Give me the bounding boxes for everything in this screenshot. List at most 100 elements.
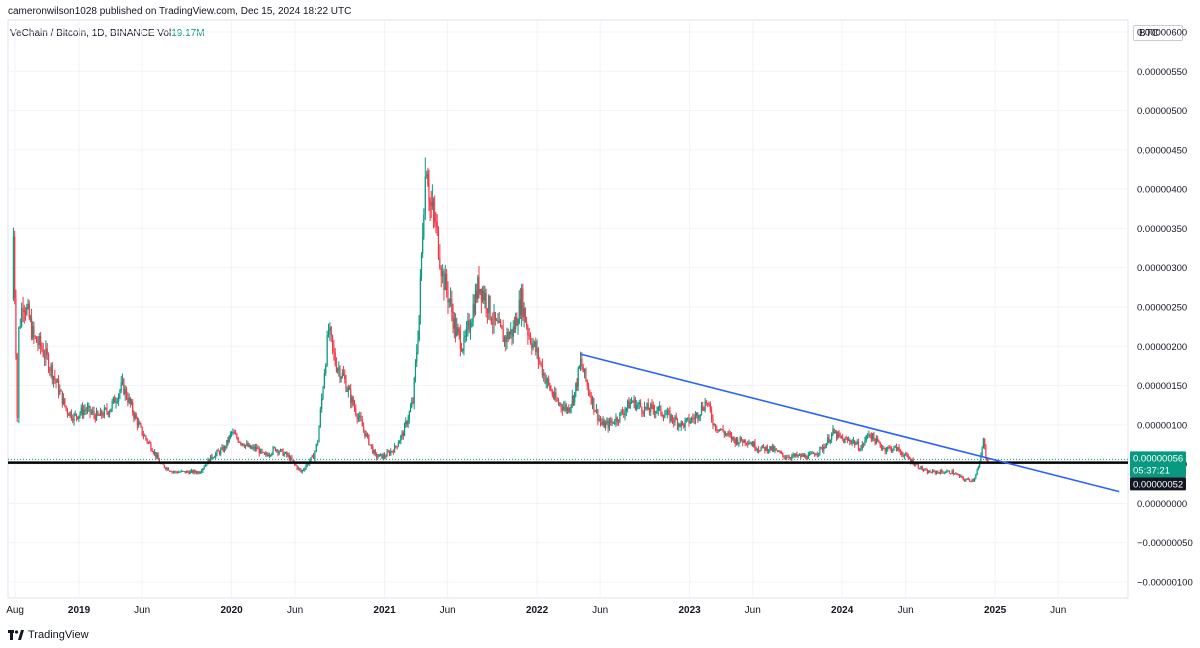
candle-body bbox=[612, 421, 614, 424]
candle-body bbox=[864, 440, 866, 445]
candle-body bbox=[642, 412, 644, 414]
candle-body bbox=[875, 438, 878, 445]
candle-body bbox=[170, 471, 172, 472]
candle-body bbox=[366, 433, 369, 436]
candle-body bbox=[107, 411, 109, 415]
candle-body bbox=[123, 379, 125, 395]
candle-body bbox=[773, 446, 775, 451]
candle-body bbox=[221, 446, 223, 450]
candle-body bbox=[985, 446, 987, 459]
candle-body bbox=[941, 470, 943, 472]
candle-body bbox=[786, 457, 788, 459]
candle-body bbox=[860, 448, 862, 451]
candle-body bbox=[174, 471, 176, 473]
candle-body bbox=[512, 326, 514, 337]
candle-body bbox=[971, 479, 973, 482]
candle-body bbox=[556, 400, 558, 402]
candle-body bbox=[183, 471, 185, 472]
candle-body bbox=[356, 414, 358, 420]
candle-body bbox=[778, 451, 780, 453]
candle-body bbox=[218, 451, 221, 454]
published-header: cameronwilson1028 published on TradingVi… bbox=[8, 6, 352, 17]
candle-body bbox=[519, 299, 522, 316]
tradingview-logo-icon bbox=[8, 630, 24, 640]
candle-body bbox=[365, 433, 367, 437]
candle-body bbox=[637, 404, 639, 405]
candle-body bbox=[796, 453, 798, 457]
candle-body bbox=[230, 432, 233, 434]
candle-body bbox=[771, 446, 773, 450]
candle-body bbox=[670, 415, 672, 421]
countdown-value: 05:37:21 bbox=[1133, 465, 1170, 476]
candle-body bbox=[984, 438, 986, 447]
candle-body bbox=[574, 392, 576, 403]
candle-body bbox=[128, 397, 130, 403]
candle-body bbox=[962, 477, 964, 480]
candle-body bbox=[893, 446, 895, 450]
candle-body bbox=[370, 444, 373, 447]
candle-body bbox=[557, 400, 560, 404]
candle-body bbox=[901, 452, 903, 455]
candle-body bbox=[839, 435, 841, 437]
candle-body bbox=[86, 407, 89, 411]
candle-body bbox=[502, 328, 504, 343]
candle-body bbox=[18, 327, 20, 418]
candle-body bbox=[302, 469, 305, 471]
candle-body bbox=[791, 456, 793, 459]
candle-body bbox=[738, 442, 740, 445]
candle-body bbox=[615, 417, 617, 424]
candle-body bbox=[674, 416, 676, 423]
candle-body bbox=[289, 457, 292, 461]
candle-body bbox=[226, 439, 228, 448]
candle-body bbox=[665, 414, 667, 416]
x-tick-label: Jun bbox=[134, 605, 150, 616]
candle-body bbox=[125, 388, 128, 398]
candle-body bbox=[273, 447, 275, 449]
candle-body bbox=[865, 435, 867, 441]
candle-body bbox=[357, 417, 360, 420]
x-tick-label: 2020 bbox=[220, 605, 243, 616]
candle-body bbox=[717, 429, 719, 431]
candle-body bbox=[503, 336, 506, 343]
candle-body bbox=[345, 379, 347, 392]
currency-button[interactable]: BTC bbox=[1133, 25, 1183, 41]
candle-body bbox=[388, 451, 391, 455]
candle-body bbox=[800, 454, 802, 457]
candle-body bbox=[422, 237, 424, 254]
candle-body bbox=[716, 429, 718, 431]
candle-body bbox=[479, 288, 481, 293]
candle-body bbox=[510, 329, 512, 335]
candle-body bbox=[43, 356, 46, 359]
candle-body bbox=[911, 459, 913, 463]
candle-body bbox=[926, 470, 929, 474]
candle-body bbox=[88, 406, 90, 408]
candle-body bbox=[975, 474, 977, 478]
candle-body bbox=[92, 411, 94, 413]
candle-body bbox=[142, 434, 145, 436]
candle-body bbox=[471, 321, 473, 327]
candle-body bbox=[46, 348, 48, 356]
symbol-legend[interactable]: VeChain / Bitcoin, 1D, BINANCE Vol19.17M bbox=[10, 28, 205, 39]
candle-body bbox=[760, 447, 762, 451]
candle-body bbox=[305, 466, 307, 470]
candle-body bbox=[601, 421, 603, 425]
candle-body bbox=[544, 373, 546, 384]
candle-body bbox=[249, 444, 251, 449]
candle-body bbox=[870, 435, 873, 440]
candle-body bbox=[21, 308, 23, 326]
candle-body bbox=[749, 443, 751, 444]
candle-body bbox=[946, 471, 948, 473]
candle-body bbox=[453, 317, 455, 329]
candle-body bbox=[878, 441, 880, 443]
candle-body bbox=[594, 410, 596, 412]
candle-body bbox=[660, 405, 662, 415]
candle-body bbox=[764, 447, 766, 451]
candle-body bbox=[633, 398, 635, 403]
candle-body bbox=[516, 317, 518, 326]
candle-body bbox=[793, 454, 796, 457]
trendline[interactable] bbox=[580, 353, 1120, 493]
candle-body bbox=[724, 433, 727, 435]
candle-body bbox=[910, 459, 912, 463]
candle-body bbox=[543, 373, 545, 376]
